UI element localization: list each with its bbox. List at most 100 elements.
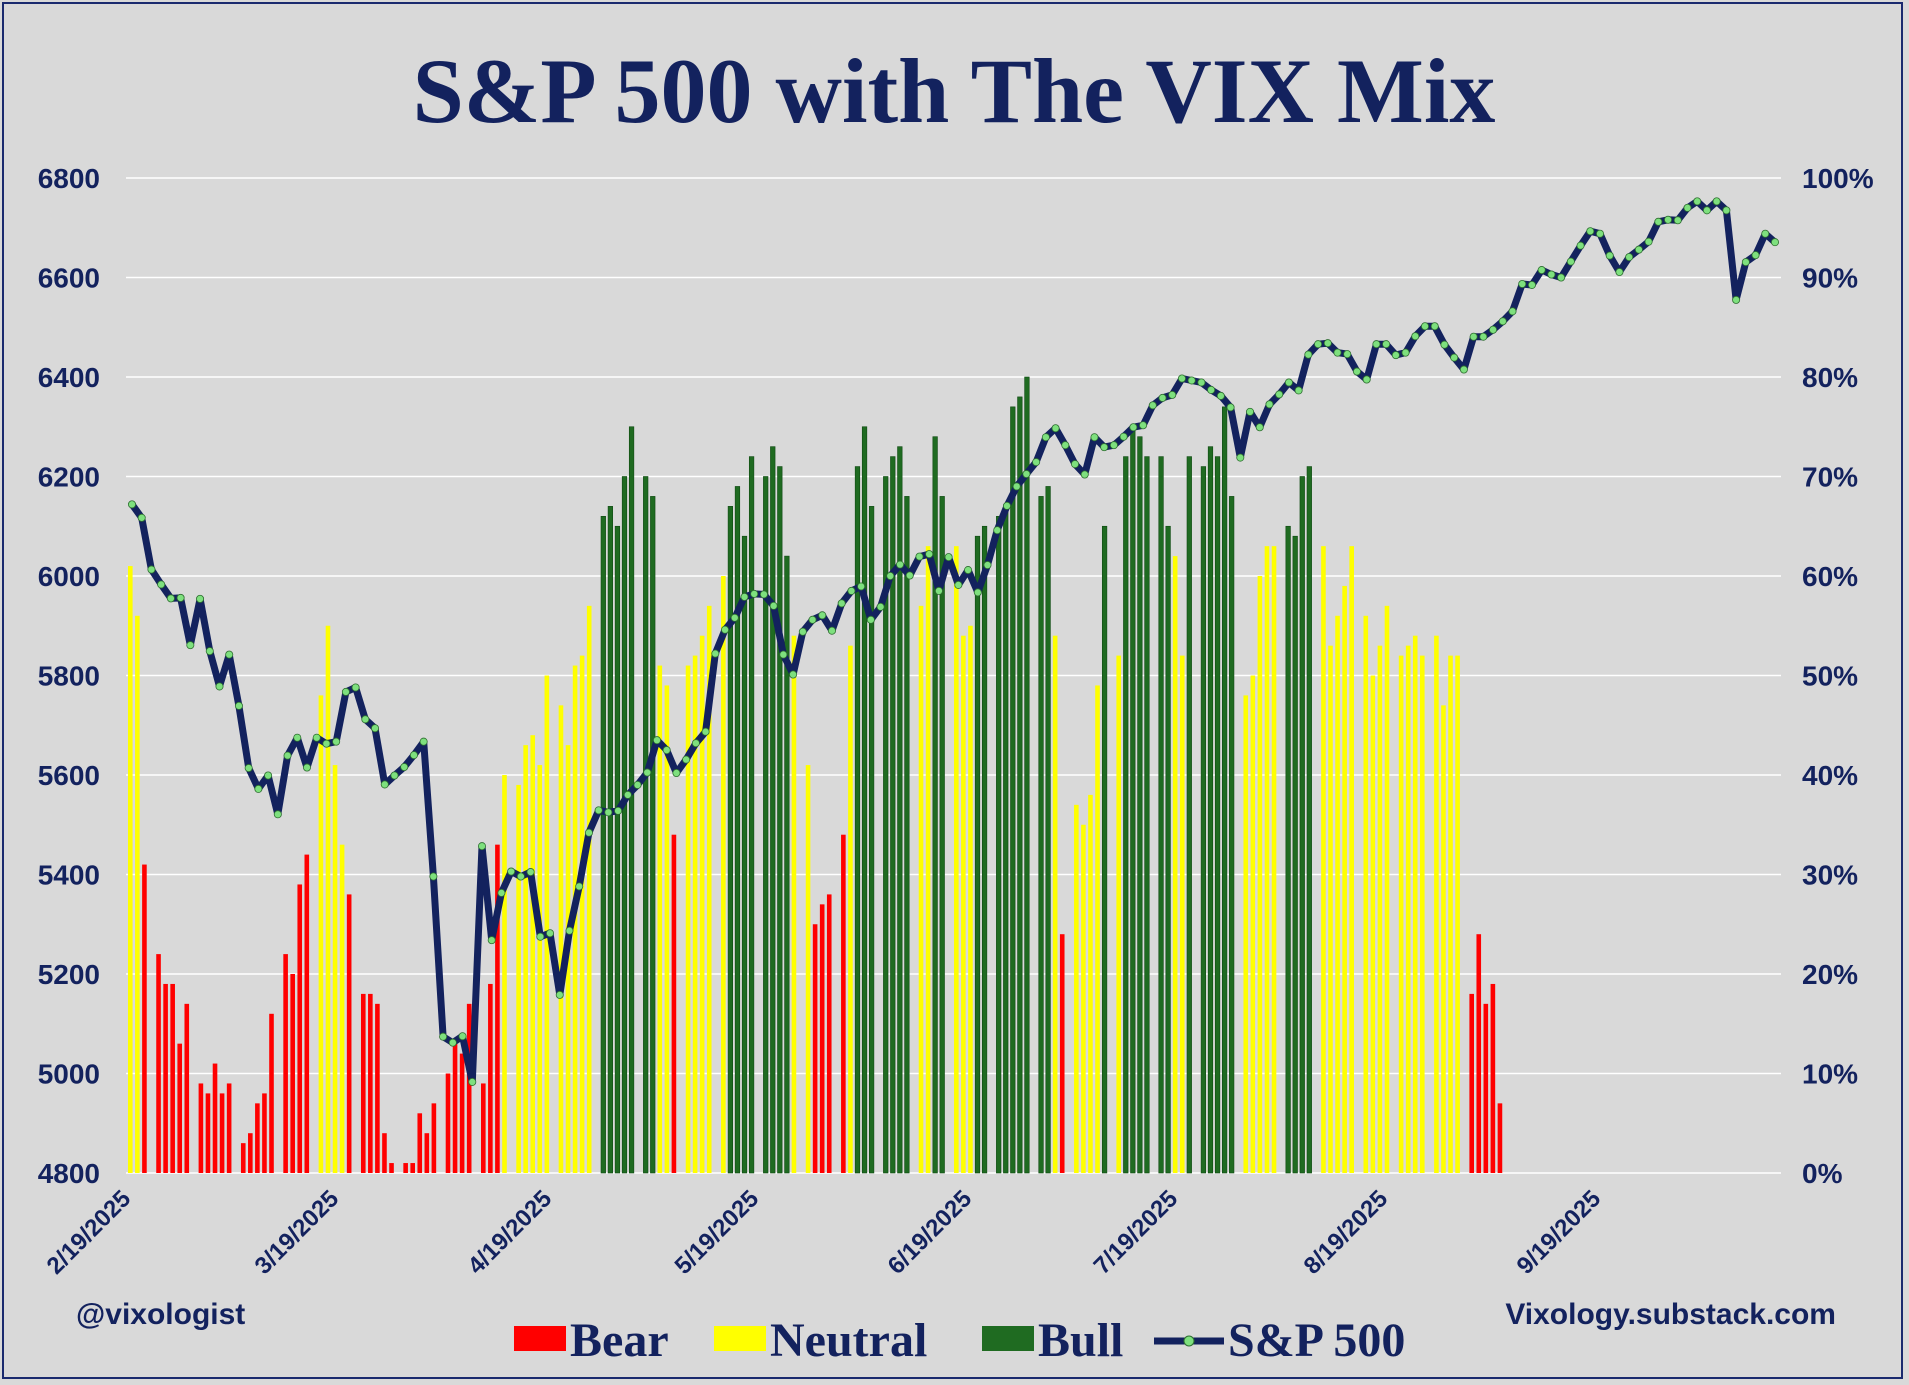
- sp500-point: [798, 627, 807, 636]
- sp500-point: [1090, 433, 1099, 442]
- sp500-point: [1051, 424, 1060, 433]
- vix-mix-bar: [1165, 525, 1171, 1174]
- sp500-point: [205, 647, 214, 656]
- legend-item: Bull: [982, 1314, 1123, 1367]
- vix-mix-bar: [861, 426, 868, 1174]
- vix-mix-bar: [1370, 675, 1376, 1173]
- legend: Bear Neutral Bull S&P 500: [514, 1314, 1405, 1367]
- sp500-point: [1304, 350, 1313, 359]
- sp500-point: [565, 926, 574, 935]
- vix-mix-bar: [368, 993, 373, 1173]
- sp500-point: [448, 1038, 457, 1047]
- vix-mix-bar: [389, 1163, 394, 1173]
- sp500-point: [1527, 280, 1536, 289]
- vix-mix-bar: [607, 506, 613, 1174]
- x-tick: 5/19/2025: [670, 1185, 765, 1280]
- sp500-point: [468, 1077, 477, 1086]
- legend-label: S&P 500: [1228, 1314, 1405, 1367]
- sp500-point: [1576, 241, 1585, 250]
- sp500-point: [905, 571, 914, 580]
- vix-mix-bar: [1448, 655, 1453, 1173]
- sp500-point: [623, 790, 632, 799]
- sp500-point: [1061, 441, 1070, 450]
- vix-mix-bar: [1455, 655, 1460, 1173]
- sp500-point: [332, 737, 341, 746]
- sp500-point: [371, 724, 380, 733]
- sp500-point: [1041, 433, 1050, 442]
- footer-left: @vixologist: [76, 1298, 245, 1331]
- x-tick: 6/19/2025: [883, 1185, 978, 1280]
- sp500-point: [1508, 307, 1517, 316]
- vix-mix-bar: [1490, 983, 1496, 1173]
- vix-mix-bar: [346, 894, 352, 1173]
- sp500-point: [273, 810, 282, 819]
- vix-mix-bar: [1095, 685, 1100, 1173]
- vix-mix-bar: [579, 655, 585, 1173]
- vix-mix-bar: [784, 555, 790, 1174]
- x-tick: 7/19/2025: [1089, 1185, 1184, 1280]
- vix-mix-bar: [1130, 426, 1136, 1174]
- vix-mix-bar: [304, 854, 310, 1173]
- vix-mix-bar: [212, 1063, 218, 1173]
- sp500-point: [186, 641, 195, 650]
- sp500-point: [1333, 348, 1342, 357]
- vix-mix-bar: [332, 765, 338, 1173]
- sp500-point: [196, 594, 205, 603]
- vix-mix-bar: [1384, 605, 1390, 1173]
- sp500-point: [1469, 332, 1478, 341]
- sp500-point: [254, 784, 263, 793]
- vix-mix-bar: [1257, 576, 1263, 1173]
- sp500-point: [662, 746, 671, 755]
- vix-mix-bar: [523, 745, 528, 1173]
- vix-mix-bar: [424, 1133, 430, 1173]
- y-left-tick: 5000: [38, 1059, 100, 1090]
- sp500-point: [1401, 348, 1410, 357]
- sp500-point: [409, 751, 418, 760]
- vix-mix-bar: [1328, 645, 1333, 1173]
- vix-mix-bar: [495, 844, 500, 1173]
- sp500-point: [1421, 322, 1430, 331]
- sp500-point: [1139, 421, 1148, 430]
- sp500-point: [1673, 216, 1682, 225]
- vix-mix-bar: [1186, 456, 1192, 1174]
- vix-mix-bar: [184, 1003, 190, 1173]
- sp500-point: [652, 736, 661, 745]
- sp500-point: [1702, 206, 1711, 215]
- y-right-tick: 10%: [1802, 1059, 1858, 1090]
- vix-mix-bar: [128, 566, 133, 1173]
- vix-mix-bar: [360, 993, 366, 1173]
- sp500-point: [390, 771, 399, 780]
- sp500-point: [351, 683, 360, 692]
- vix-mix-bar: [558, 705, 564, 1173]
- sp500-point: [769, 601, 778, 610]
- vix-mix-bar: [621, 476, 628, 1174]
- vix-mix-bar: [826, 894, 832, 1173]
- sp500-point: [1625, 253, 1634, 262]
- legend-marker: [1183, 1335, 1195, 1347]
- vix-mix-bar: [1116, 655, 1121, 1173]
- vix-mix-bar: [1137, 436, 1143, 1174]
- sp500-point: [1314, 340, 1323, 349]
- sp500-point: [691, 739, 700, 748]
- vix-mix-bar: [403, 1163, 408, 1173]
- sp500-point: [1284, 378, 1293, 387]
- sp500-point: [1294, 386, 1303, 395]
- sp500-point: [857, 582, 866, 591]
- vix-mix-bar: [685, 665, 691, 1173]
- sp500-point: [1644, 237, 1653, 246]
- vix-mix-bar: [431, 1103, 437, 1173]
- vix-mix-bar: [1483, 1003, 1489, 1173]
- vix-mix-bar: [537, 765, 543, 1173]
- vix-mix-bar: [1229, 496, 1235, 1174]
- vix-mix-bar: [918, 605, 924, 1173]
- sp500-point: [1148, 401, 1157, 410]
- sp500-point: [1109, 441, 1118, 450]
- sp500-point: [1440, 340, 1449, 349]
- sp500-point: [575, 882, 584, 891]
- vix-mix-bar: [1299, 476, 1305, 1174]
- vix-mix-bar: [339, 844, 345, 1173]
- vix-mix-bar: [205, 1093, 211, 1173]
- vix-mix-bar: [297, 884, 303, 1173]
- vix-mix-bar: [1214, 456, 1221, 1174]
- vix-mix-bar: [262, 1093, 267, 1173]
